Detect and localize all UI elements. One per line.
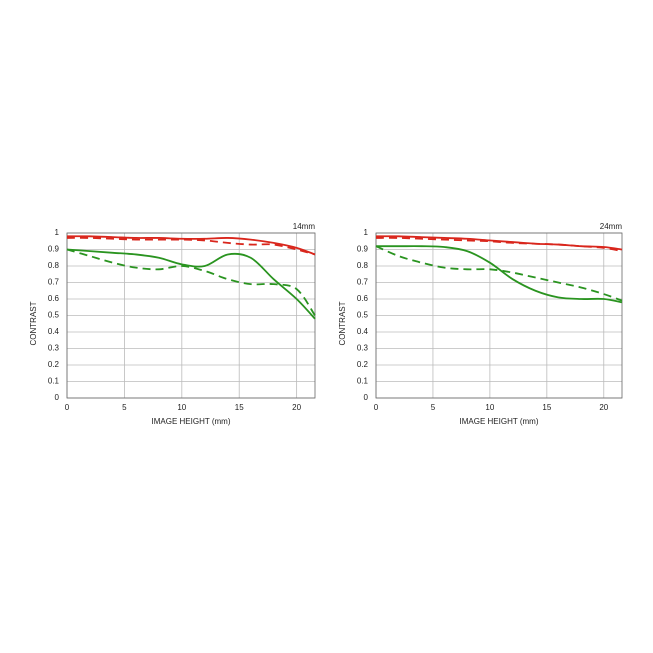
y-tick-label: 0.8: [357, 261, 369, 270]
y-tick-label: 0.7: [357, 278, 369, 287]
x-tick-label: 10: [485, 403, 494, 412]
y-tick-label: 0.9: [48, 245, 60, 254]
x-tick-label: 5: [431, 403, 436, 412]
y-tick-label: 1: [55, 228, 60, 237]
y-axis-label: CONTRAST: [338, 301, 347, 345]
y-tick-label: 0.1: [357, 377, 369, 386]
y-tick-label: 0: [364, 393, 369, 402]
series-line: [66, 248, 316, 317]
x-tick-label: 15: [235, 403, 244, 412]
x-axis-label: IMAGE HEIGHT (mm): [152, 417, 231, 426]
series-line: [376, 245, 623, 304]
x-tick-label: 0: [65, 403, 70, 412]
series-line: [66, 235, 316, 256]
y-tick-label: 0.4: [357, 327, 369, 336]
y-tick-label: 0.5: [48, 311, 60, 320]
y-tick-label: 0.9: [357, 245, 369, 254]
x-tick-label: 15: [542, 403, 551, 412]
y-tick-label: 0.3: [48, 344, 60, 353]
y-tick-label: 0.2: [357, 360, 369, 369]
chart-title: 14mm: [293, 222, 316, 231]
series-line: [66, 236, 316, 256]
x-tick-label: 0: [374, 403, 379, 412]
y-axis-label: CONTRAST: [29, 301, 38, 345]
y-tick-label: 0.4: [48, 327, 60, 336]
series-line: [375, 245, 623, 302]
y-tick-label: 0.3: [357, 344, 369, 353]
series-line: [375, 236, 623, 253]
y-tick-label: 0.2: [48, 360, 60, 369]
y-tick-label: 1: [364, 228, 369, 237]
y-tick-label: 0.8: [48, 261, 60, 270]
y-tick-label: 0: [55, 393, 60, 402]
chart-title: 24mm: [600, 222, 623, 231]
series-line: [375, 235, 623, 251]
x-tick-label: 20: [292, 403, 301, 412]
y-tick-label: 0.5: [357, 311, 369, 320]
y-tick-label: 0.7: [48, 278, 60, 287]
y-tick-label: 0.6: [357, 294, 369, 303]
x-tick-label: 10: [177, 403, 186, 412]
x-axis-label: IMAGE HEIGHT (mm): [460, 417, 539, 426]
plot-frame: [66, 232, 316, 399]
plot-frame: [375, 232, 623, 399]
series-line: [66, 248, 316, 320]
y-tick-label: 0.6: [48, 294, 60, 303]
x-tick-label: 5: [122, 403, 127, 412]
x-tick-label: 20: [599, 403, 608, 412]
y-tick-label: 0.1: [48, 377, 60, 386]
